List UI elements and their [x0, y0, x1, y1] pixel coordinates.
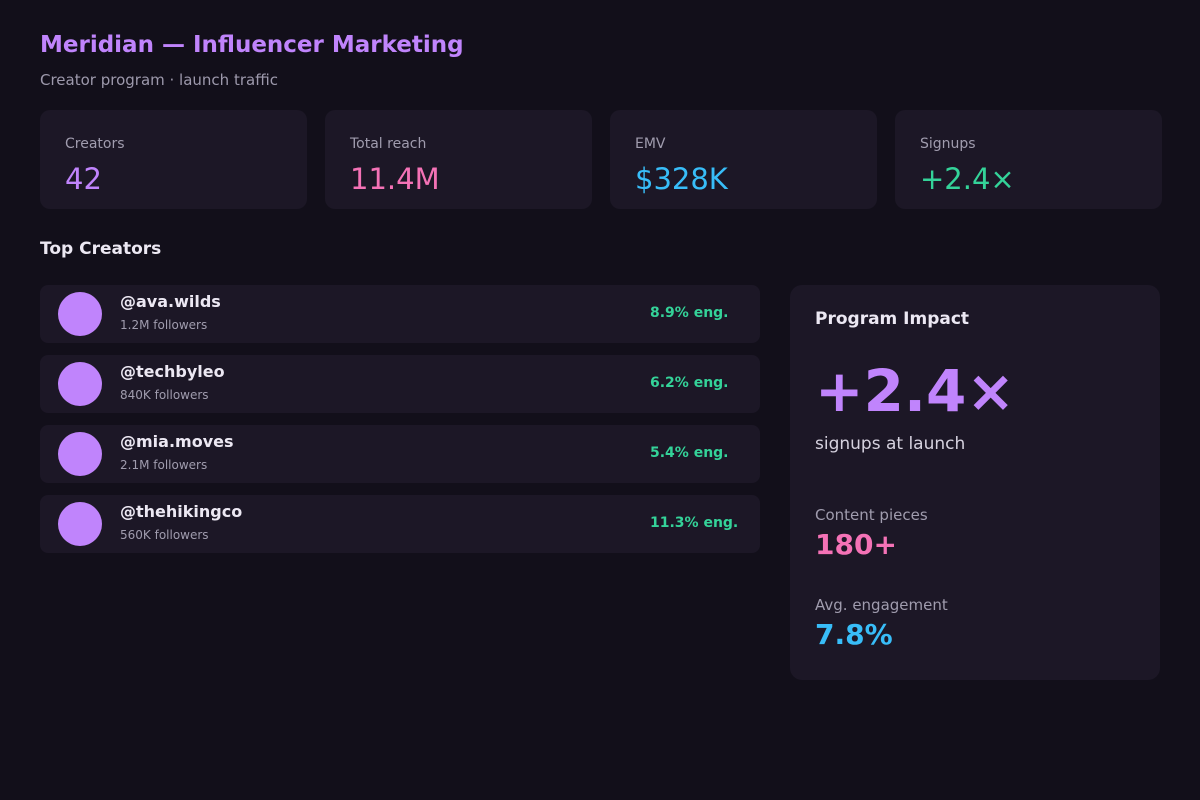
metric-value-content-pieces: 180+	[815, 528, 897, 561]
creator-engagement: 5.4% eng.	[650, 445, 729, 461]
creator-handle: @techbyleo	[120, 362, 225, 381]
stat-value: +2.4×	[920, 162, 1015, 196]
stat-label: Total reach	[350, 136, 427, 152]
creator-followers: 560K followers	[120, 528, 209, 542]
avatar	[58, 292, 102, 336]
avatar	[58, 362, 102, 406]
stat-label: Signups	[920, 136, 976, 152]
creator-handle: @ava.wilds	[120, 292, 221, 311]
creator-engagement: 11.3% eng.	[650, 515, 739, 531]
stat-card-creators: Creators 42	[40, 110, 307, 209]
creator-engagement: 6.2% eng.	[650, 375, 729, 391]
program-impact-panel: Program Impact +2.4× signups at launch C…	[790, 285, 1160, 680]
metric-value-avg-engagement: 7.8%	[815, 618, 893, 651]
creator-followers: 840K followers	[120, 388, 209, 402]
metric-label-content-pieces: Content pieces	[815, 506, 928, 524]
impact-title: Program Impact	[815, 309, 970, 329]
creator-row[interactable]: @thehikingco 560K followers 11.3% eng.	[40, 495, 760, 553]
stat-card-signups: Signups +2.4×	[895, 110, 1162, 209]
avatar	[58, 432, 102, 476]
top-creators-heading: Top Creators	[40, 239, 162, 259]
creator-followers: 1.2M followers	[120, 318, 208, 332]
creator-row[interactable]: @mia.moves 2.1M followers 5.4% eng.	[40, 425, 760, 483]
page-subtitle: Creator program · launch traffic	[40, 71, 278, 89]
creator-handle: @mia.moves	[120, 432, 234, 451]
impact-caption: signups at launch	[815, 434, 966, 454]
stat-card-emv: EMV $328K	[610, 110, 877, 209]
stat-label: EMV	[635, 136, 666, 152]
impact-headline-value: +2.4×	[815, 357, 1015, 425]
creator-followers: 2.1M followers	[120, 458, 208, 472]
page-title: Meridian — Influencer Marketing	[40, 32, 464, 58]
creator-row[interactable]: @ava.wilds 1.2M followers 8.9% eng.	[40, 285, 760, 343]
stat-label: Creators	[65, 136, 125, 152]
stat-card-total-reach: Total reach 11.4M	[325, 110, 592, 209]
avatar	[58, 502, 102, 546]
creator-engagement: 8.9% eng.	[650, 305, 729, 321]
stat-value: 11.4M	[350, 162, 440, 196]
stat-value: 42	[65, 162, 102, 196]
creator-row[interactable]: @techbyleo 840K followers 6.2% eng.	[40, 355, 760, 413]
stat-value: $328K	[635, 162, 728, 196]
creator-handle: @thehikingco	[120, 502, 243, 521]
metric-label-avg-engagement: Avg. engagement	[815, 596, 948, 614]
